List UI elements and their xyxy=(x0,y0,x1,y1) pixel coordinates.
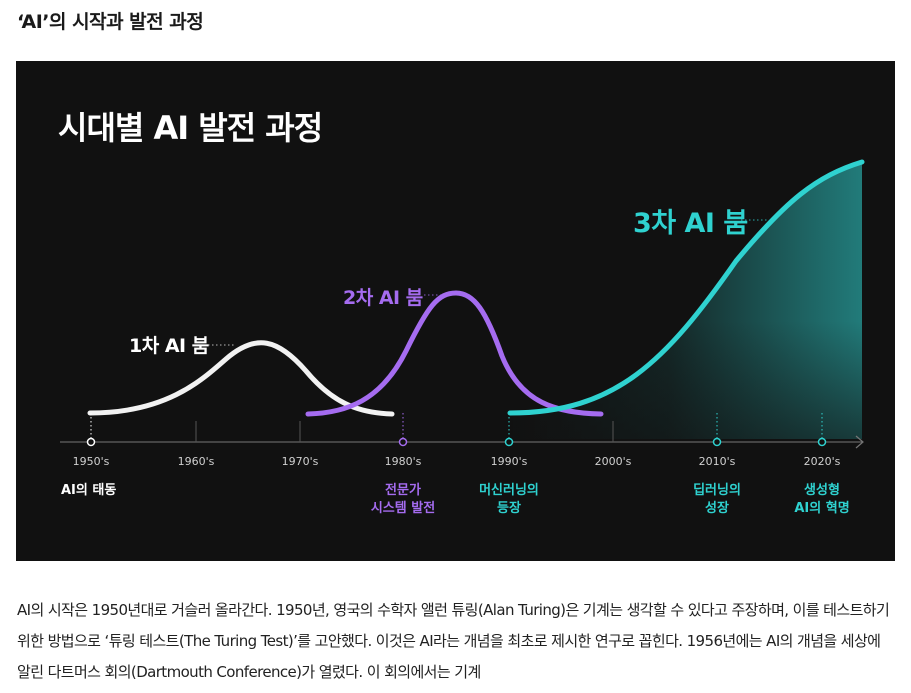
boom-2-label: 2차 AI 붐 xyxy=(343,287,423,309)
boom-2-curve xyxy=(305,290,604,417)
event-label: 생성형 AI의 혁명 xyxy=(794,483,850,516)
ai-history-figure: 시대별 AI 발전 과정 1차 AI 붐 2차 AI 붐 3차 AI 붐 195… xyxy=(16,61,895,561)
boom-3-curve xyxy=(507,159,865,416)
event-marker xyxy=(504,437,514,447)
event-label: AI의 태동 xyxy=(61,483,117,498)
event-marker xyxy=(817,437,827,447)
decade-label: 1970's xyxy=(281,455,319,468)
timeline-arrow-icon xyxy=(855,435,864,449)
decade-label: 1990's xyxy=(490,455,528,468)
figure-title: 시대별 AI 발전 과정 xyxy=(58,109,323,147)
event-label: 전문가 시스템 발전 xyxy=(370,483,436,516)
section-title: ‘AI’의 시작과 발전 과정 xyxy=(17,11,204,33)
boom-3-label: 3차 AI 붐 xyxy=(633,208,748,239)
decade-label: 2010's xyxy=(698,455,736,468)
body-paragraph: AI의 시작은 1950년대로 거슬러 올라간다. 1950년, 영국의 수학자… xyxy=(17,601,890,681)
event-marker xyxy=(86,437,96,447)
event-label: 딥러닝의 성장 xyxy=(693,483,741,516)
decade-label: 2020's xyxy=(803,455,841,468)
event-marker xyxy=(712,437,722,447)
event-marker xyxy=(398,437,408,447)
decade-label: 1950's xyxy=(72,455,110,468)
decade-label: 1980's xyxy=(384,455,422,468)
decade-label: 2000's xyxy=(594,455,632,468)
boom-1-curve xyxy=(87,340,395,417)
boom-1-label: 1차 AI 붐 xyxy=(129,335,209,357)
timeline-graphic xyxy=(60,159,865,449)
event-label: 머신러닝의 등장 xyxy=(479,483,539,516)
decade-label: 1960's xyxy=(177,455,215,468)
